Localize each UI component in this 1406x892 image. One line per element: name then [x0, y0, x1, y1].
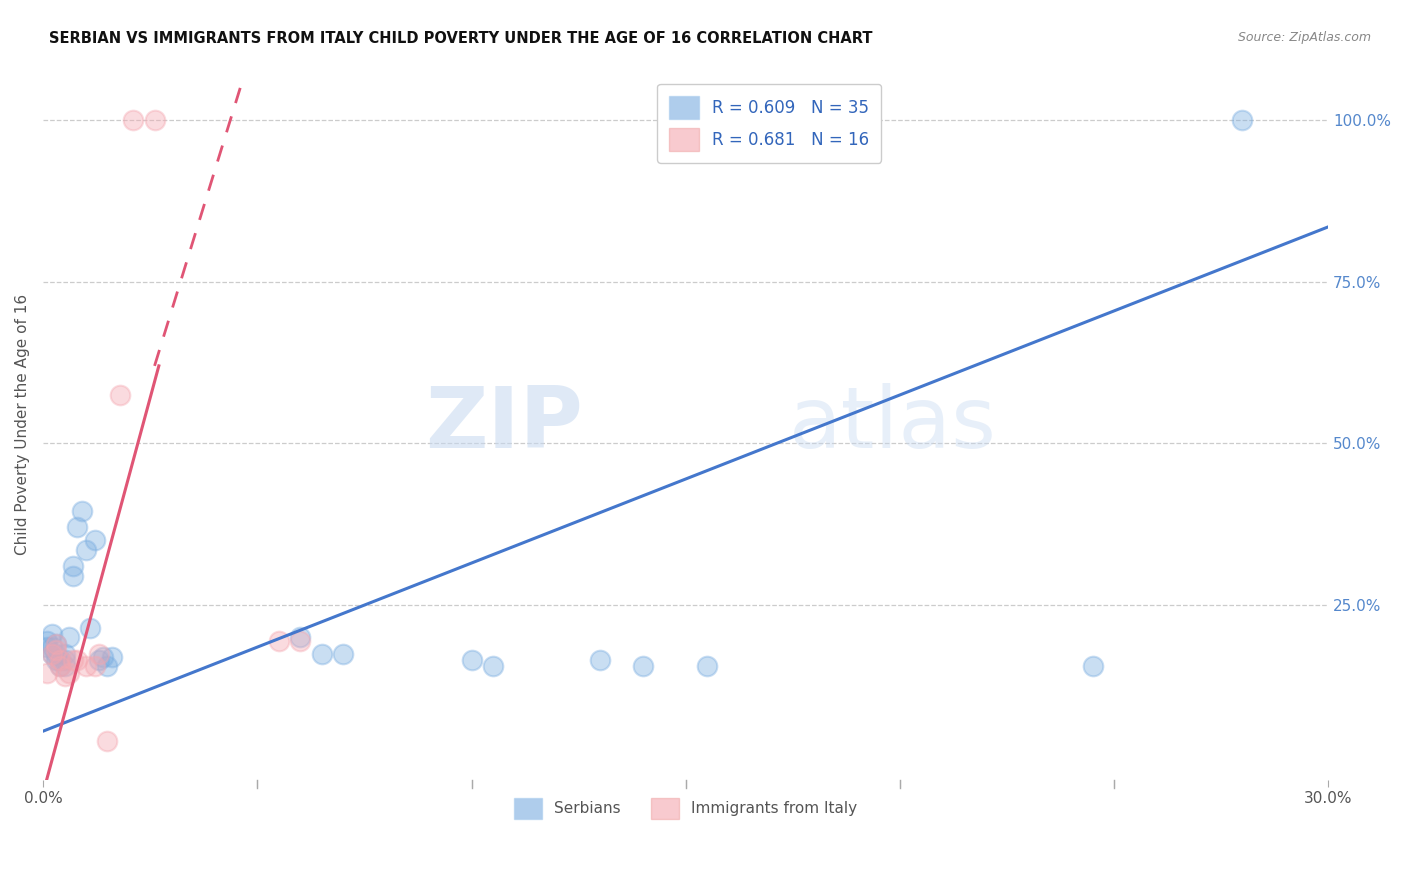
Point — [49, 653, 72, 667]
Point — [100, 649, 122, 664]
Point — [267, 633, 290, 648]
Point — [122, 113, 145, 128]
Point — [1232, 113, 1254, 128]
Legend: Serbians, Immigrants from Italy: Serbians, Immigrants from Italy — [508, 791, 863, 825]
Point — [41, 640, 63, 654]
Point — [58, 665, 80, 680]
Point — [96, 734, 118, 748]
Point — [66, 653, 89, 667]
Point — [66, 520, 89, 534]
Point — [311, 647, 333, 661]
Text: atlas: atlas — [789, 383, 997, 466]
Point — [91, 649, 114, 664]
Point — [45, 653, 67, 667]
Point — [290, 631, 312, 645]
Point — [37, 665, 59, 680]
Point — [87, 653, 110, 667]
Y-axis label: Child Poverty Under the Age of 16: Child Poverty Under the Age of 16 — [15, 293, 30, 555]
Point — [45, 637, 67, 651]
Point — [62, 569, 84, 583]
Point — [45, 637, 67, 651]
Point — [37, 633, 59, 648]
Point — [53, 647, 76, 661]
Point — [696, 659, 718, 673]
Point — [58, 631, 80, 645]
Point — [53, 669, 76, 683]
Point — [96, 659, 118, 673]
Point — [49, 659, 72, 673]
Point — [143, 113, 166, 128]
Point — [62, 653, 84, 667]
Point — [53, 653, 76, 667]
Point — [41, 647, 63, 661]
Point — [482, 659, 505, 673]
Point — [631, 659, 654, 673]
Text: ZIP: ZIP — [425, 383, 583, 466]
Point — [83, 533, 105, 548]
Point — [110, 388, 132, 402]
Text: Source: ZipAtlas.com: Source: ZipAtlas.com — [1237, 31, 1371, 45]
Point — [83, 659, 105, 673]
Point — [332, 647, 354, 661]
Point — [41, 627, 63, 641]
Point — [53, 659, 76, 673]
Point — [79, 621, 101, 635]
Point — [1081, 659, 1104, 673]
Text: SERBIAN VS IMMIGRANTS FROM ITALY CHILD POVERTY UNDER THE AGE OF 16 CORRELATION C: SERBIAN VS IMMIGRANTS FROM ITALY CHILD P… — [49, 31, 873, 46]
Point — [460, 653, 482, 667]
Point — [49, 653, 72, 667]
Point — [45, 647, 67, 661]
Point — [75, 659, 97, 673]
Point — [70, 504, 93, 518]
Point — [62, 559, 84, 574]
Point — [75, 543, 97, 558]
Point — [290, 633, 312, 648]
Point — [49, 659, 72, 673]
Point — [87, 647, 110, 661]
Point — [589, 653, 612, 667]
Point — [41, 647, 63, 661]
Point — [37, 640, 59, 654]
Point — [45, 643, 67, 657]
